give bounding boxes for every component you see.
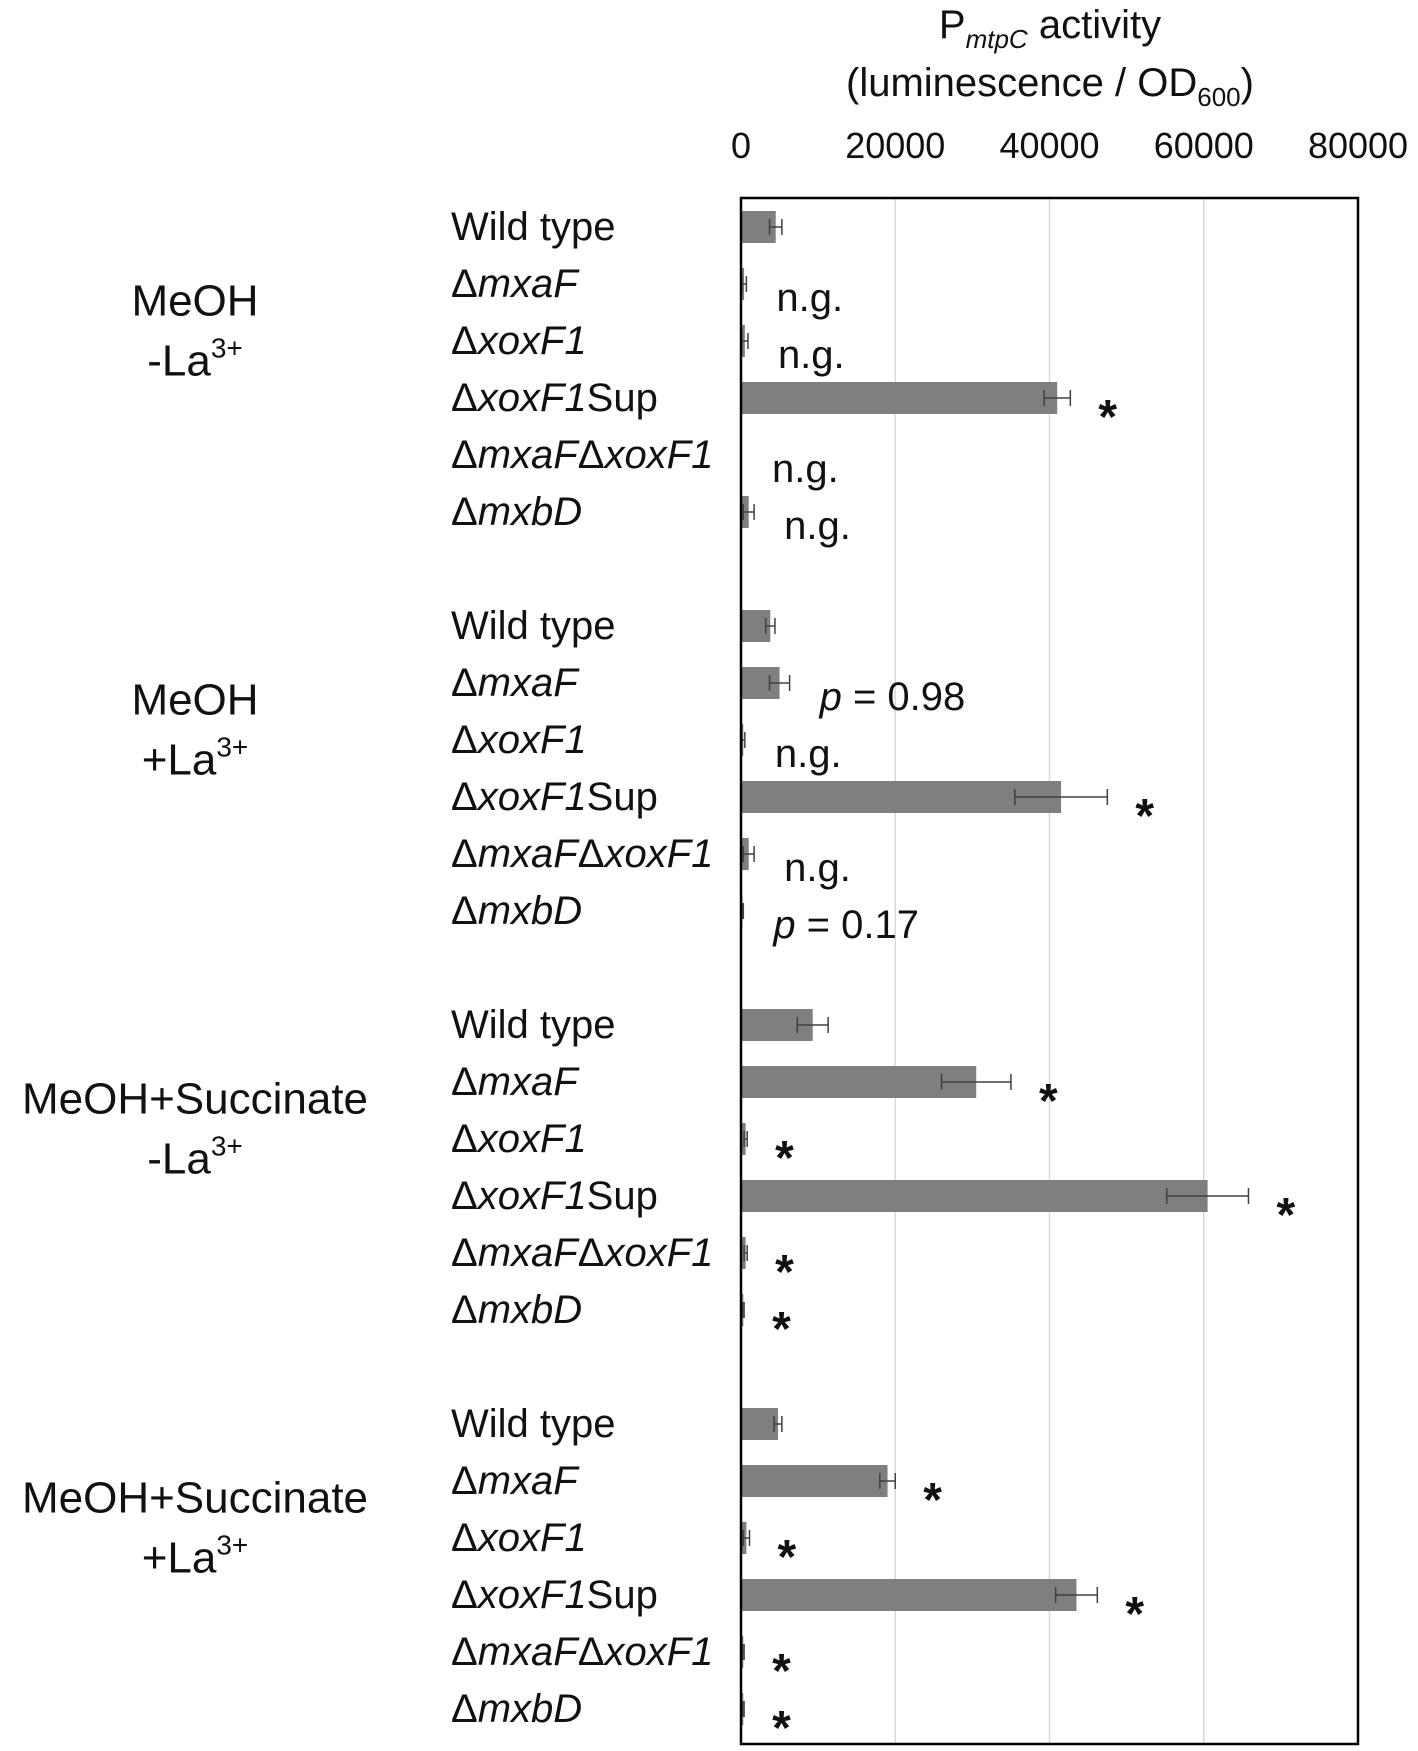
category-label-g4-1: ΔmxaF	[451, 1459, 580, 1503]
category-label-g1-5: ΔmxbD	[451, 490, 582, 534]
annotation-g3-5: *	[772, 1303, 791, 1356]
group-label-4-line2: +La3+	[142, 1530, 249, 1583]
category-label-g4-4: ΔmxaFΔxoxF1	[451, 1630, 713, 1674]
annotation-g4-5: *	[772, 1702, 791, 1751]
title-activity: activity	[1028, 3, 1161, 47]
chart-title-line2: (luminescence / OD600)	[846, 61, 1254, 112]
x-tick-label-40000: 40000	[999, 125, 1099, 166]
category-label-g2-4: ΔmxaFΔxoxF1	[451, 832, 713, 876]
category-label-g2-2: ΔxoxF1	[451, 718, 587, 762]
category-label-g2-3: ΔxoxF1Sup	[451, 775, 658, 819]
title-close-paren: )	[1241, 61, 1254, 105]
error-bars	[741, 219, 1250, 1717]
group-label-3-line1: MeOH+Succinate	[22, 1075, 368, 1124]
category-label-g1-2: ΔxoxF1	[451, 319, 587, 363]
category-label-g3-0: Wild type	[451, 1003, 616, 1047]
x-tick-label-60000: 60000	[1154, 125, 1254, 166]
annotation-g4-1: *	[923, 1474, 942, 1527]
bar-g3-4	[741, 1237, 746, 1269]
annotation-g1-1: n.g.	[776, 276, 843, 320]
category-label-g3-2: ΔxoxF1	[451, 1117, 587, 1161]
title-p: P	[939, 3, 966, 47]
annotation-g2-1: p = 0.98	[819, 675, 966, 719]
bar-g1-3	[741, 382, 1058, 414]
annotation-g3-2: *	[775, 1132, 794, 1185]
group-label-2-line2: +La3+	[142, 732, 249, 785]
category-label-g4-3: ΔxoxF1Sup	[451, 1573, 658, 1617]
category-label-g3-5: ΔmxbD	[451, 1288, 582, 1332]
category-label-g3-1: ΔmxaF	[451, 1060, 580, 1104]
group-labels: MeOH -La3+ MeOH +La3+ MeOH+Succinate -La3+ MeO…	[22, 277, 368, 1583]
bar-g3-3	[741, 1180, 1208, 1212]
bar-g3-2	[741, 1123, 746, 1155]
annotations: n.g. n.g. * n.g. n.g. p = 0.98 n.g. * n.g. p = 0.…	[772, 276, 1295, 1751]
category-label-g4-2: ΔxoxF1	[451, 1516, 587, 1560]
category-labels: Wild typeΔmxaFΔxoxF1ΔxoxF1SupΔmxaFΔxoxF1…	[451, 205, 713, 1731]
category-label-g2-1: ΔmxaF	[451, 661, 580, 705]
bar-g2-3	[741, 781, 1062, 813]
group-label-2-line1: MeOH	[131, 676, 258, 725]
annotation-g4-4: *	[772, 1645, 791, 1698]
annotation-g2-4: n.g.	[784, 846, 851, 890]
annotation-g3-1: *	[1039, 1075, 1058, 1128]
annotation-g3-3: *	[1276, 1189, 1295, 1242]
group-label-3-line2: -La3+	[147, 1131, 243, 1184]
plot-frame	[739, 196, 1360, 1746]
annotation-g4-2: *	[777, 1531, 796, 1584]
annotation-g1-2: n.g.	[778, 333, 845, 377]
bar-g3-1	[741, 1066, 977, 1098]
category-label-g3-3: ΔxoxF1Sup	[451, 1174, 658, 1218]
x-axis-ticks: 0 20000 40000 60000 80000	[731, 125, 1408, 166]
category-label-g1-1: ΔmxaF	[451, 262, 580, 306]
annotation-g3-4: *	[775, 1246, 794, 1299]
annotation-g2-5: p = 0.17	[772, 903, 919, 947]
x-tick-label-80000: 80000	[1308, 125, 1408, 166]
bar-g4-3	[741, 1579, 1077, 1611]
category-label-g2-5: ΔmxbD	[451, 889, 582, 933]
x-tick-label-20000: 20000	[845, 125, 945, 166]
bar-g4-0	[741, 1408, 779, 1440]
annotation-g1-3: *	[1098, 391, 1117, 444]
group-label-4-line1: MeOH+Succinate	[22, 1474, 368, 1523]
x-tick-label-0: 0	[731, 125, 751, 166]
category-label-g2-0: Wild type	[451, 604, 616, 648]
title-luminescence: (luminescence / OD	[846, 61, 1197, 105]
bar-g4-1	[741, 1465, 888, 1497]
group-label-1-line1: MeOH	[131, 277, 258, 326]
annotation-g1-5: n.g.	[784, 504, 851, 548]
title-p-subscript: mtpC	[966, 24, 1028, 54]
annotation-g1-4: n.g.	[772, 447, 839, 491]
category-label-g1-3: ΔxoxF1Sup	[451, 376, 658, 420]
annotation-g2-3: *	[1135, 790, 1154, 843]
annotation-g2-2: n.g.	[775, 732, 842, 776]
title-od-subscript: 600	[1197, 82, 1240, 112]
chart-title-line1: PmtpC activity	[939, 3, 1161, 54]
category-label-g4-5: ΔmxbD	[451, 1687, 582, 1731]
category-label-g1-0: Wild type	[451, 205, 616, 249]
category-label-g3-4: ΔmxaFΔxoxF1	[451, 1231, 713, 1275]
group-label-1-line2: -La3+	[147, 333, 243, 386]
category-label-g1-4: ΔmxaFΔxoxF1	[451, 433, 713, 477]
bars	[741, 211, 1208, 1725]
annotation-g4-3: *	[1125, 1588, 1144, 1641]
chart-title: PmtpC activity (luminescence / OD600)	[846, 3, 1254, 112]
category-label-g4-0: Wild type	[451, 1402, 616, 1446]
